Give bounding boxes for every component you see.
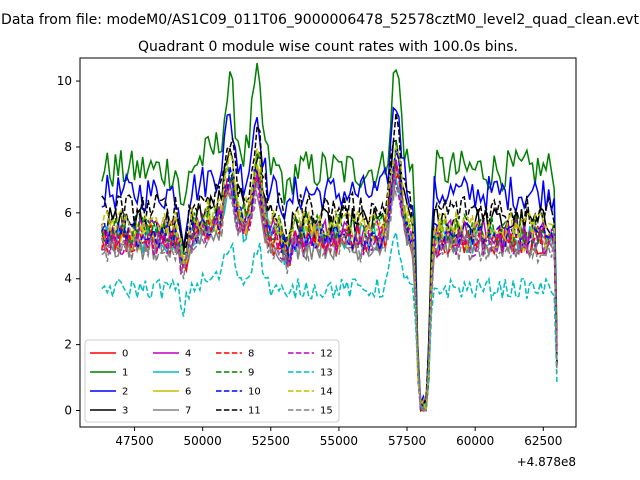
- legend-label-6: 6: [185, 387, 191, 398]
- x-offset-label: +4.878e8: [517, 455, 576, 469]
- x-tick-label-5: 60000: [456, 434, 494, 448]
- y-tick-label-0: 0: [64, 404, 72, 418]
- y-tick-label-5: 10: [57, 74, 72, 88]
- series-line-15: [101, 182, 558, 412]
- legend-label-4: 4: [185, 349, 191, 360]
- y-tick-label-3: 6: [64, 206, 72, 220]
- axes-frame: [79, 57, 577, 428]
- x-axis: 47500 50000 52500 55000 57500 60000 62500: [115, 427, 562, 448]
- x-tick-label-3: 55000: [320, 434, 358, 448]
- series-line-1: [101, 63, 558, 413]
- y-tick-label-1: 2: [64, 338, 72, 352]
- legend-label-11: 11: [248, 406, 261, 417]
- figure-suptitle: Data from file: modeM0/AS1C09_011T06_900…: [1, 12, 639, 28]
- legend-label-10: 10: [248, 387, 261, 398]
- series-line-11: [101, 112, 558, 409]
- x-tick-label-2: 52500: [252, 434, 290, 448]
- legend-label-3: 3: [122, 406, 128, 417]
- y-axis: 0 2 4 6 8 10: [57, 74, 80, 418]
- legend-frame: [84, 339, 340, 423]
- x-tick-label-0: 47500: [115, 434, 153, 448]
- series-line-14: [101, 143, 558, 411]
- legend-label-9: 9: [248, 368, 254, 379]
- series-line-13: [101, 229, 558, 413]
- series-line-2: [101, 106, 558, 411]
- y-tick-label-4: 8: [64, 140, 72, 154]
- legend-label-15: 15: [320, 406, 333, 417]
- legend-label-12: 12: [320, 349, 333, 360]
- legend-label-13: 13: [320, 368, 333, 379]
- legend-label-7: 7: [185, 406, 191, 417]
- legend-label-2: 2: [122, 387, 128, 398]
- legend-label-8: 8: [248, 349, 254, 360]
- legend-label-0: 0: [122, 349, 128, 360]
- x-tick-label-6: 62500: [524, 434, 562, 448]
- legend-label-14: 14: [320, 387, 333, 398]
- legend-label-1: 1: [122, 368, 128, 379]
- x-tick-label-1: 50000: [184, 434, 222, 448]
- chart-title: Quadrant 0 module wise count rates with …: [138, 39, 518, 55]
- legend-label-5: 5: [185, 368, 191, 379]
- x-tick-label-4: 57500: [388, 434, 426, 448]
- y-tick-label-2: 4: [64, 272, 72, 286]
- series-layer: [101, 63, 558, 413]
